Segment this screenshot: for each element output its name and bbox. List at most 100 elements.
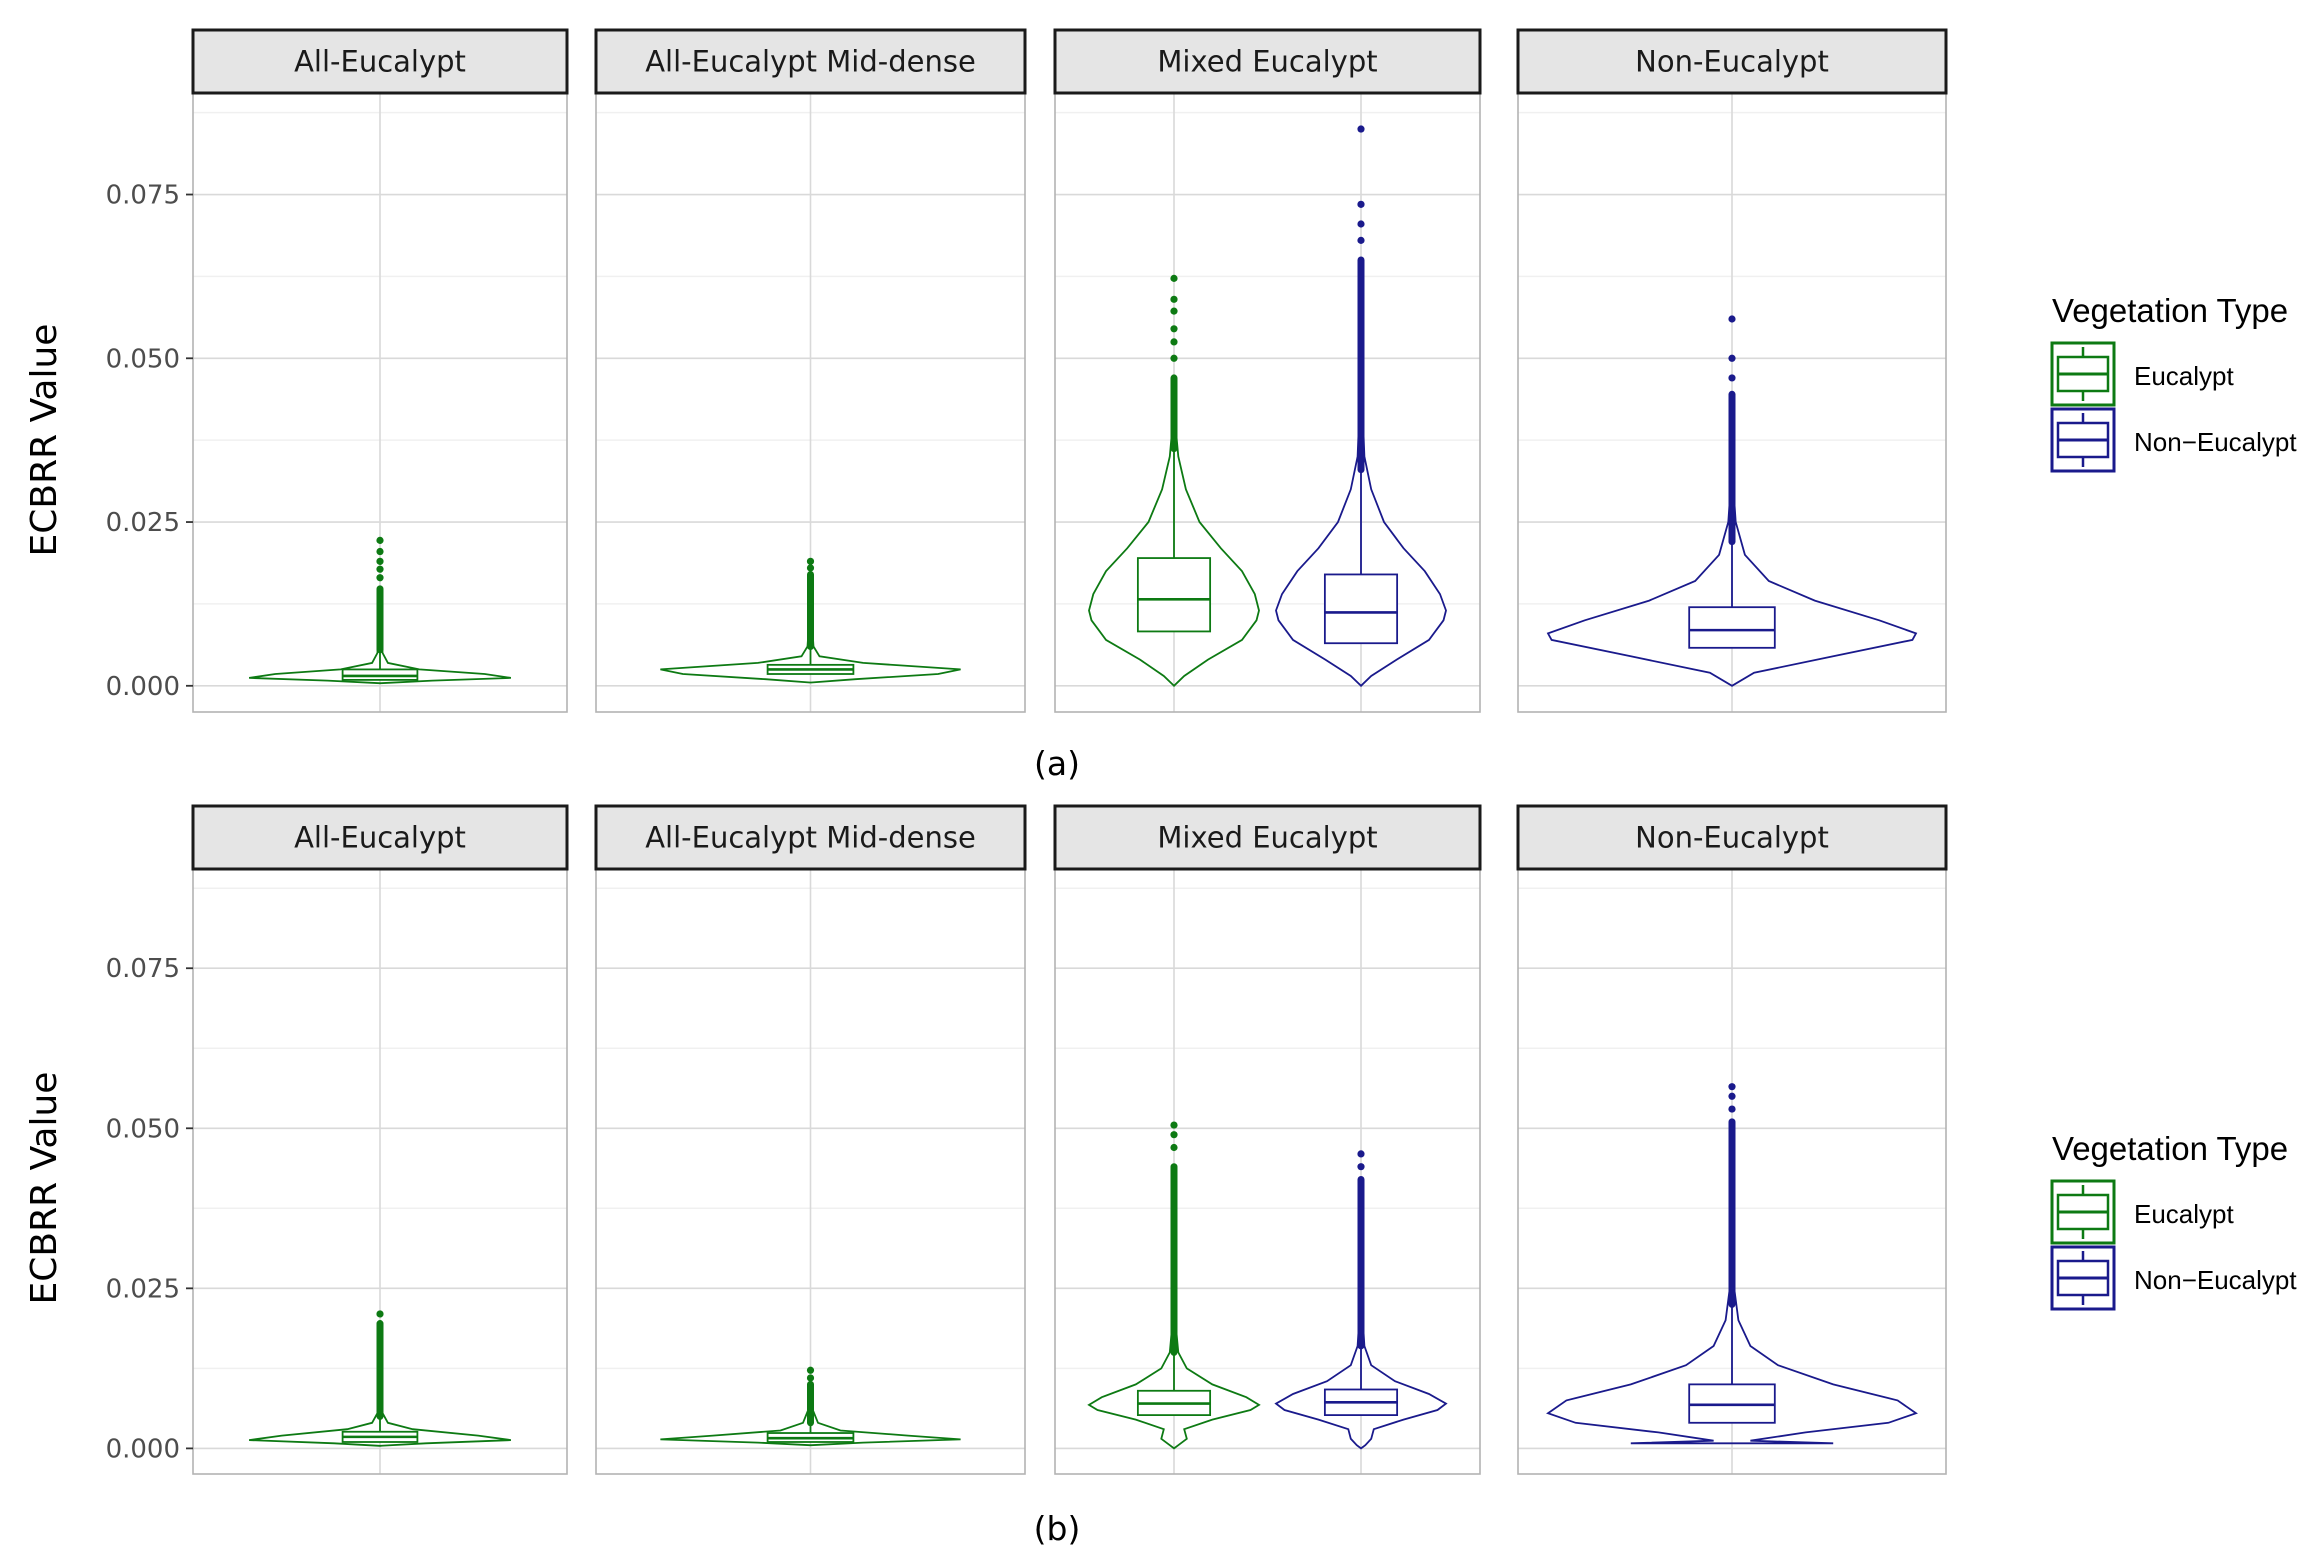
y-axis-b: 0.000 0.025 0.050 0.075 [106,954,193,1464]
figure-a: ECBRR Value (a) Vegetation Type Eucalypt… [24,28,2297,783]
legend-key-eucalypt-a [2050,341,2116,407]
outlier-point [1728,354,1736,362]
facet-strip-label: All-Eucalypt Mid-dense [645,45,976,79]
outlier-point [1357,1163,1365,1171]
outlier-point [376,557,384,565]
outlier-point [1170,274,1178,282]
outlier-point [1357,1150,1365,1158]
series-eucalypt [248,1310,512,1447]
facet-strip-label: All-Eucalypt [294,821,466,855]
panel-background [1055,93,1480,712]
facet-panel-a-1: All-Eucalypt [191,28,569,713]
box [1136,557,1212,633]
facet-strip-label: Mixed Eucalypt [1157,45,1377,79]
facet-panel-a-3: Mixed Eucalypt [1053,28,1482,713]
outlier-point [1357,125,1365,133]
facet-panel-b-1: All-Eucalypt [191,804,569,1475]
outlier-point [1170,1131,1178,1139]
facet-strip [1516,28,1948,95]
y-tick-label: 0.025 [106,1274,180,1304]
legend-key-non-eucalypt-a [2050,407,2116,473]
y-axis-label-b: ECBRR Value [24,1072,65,1305]
outlier-point [1728,1105,1736,1113]
facet-strip [1053,804,1482,871]
series-eucalypt [660,557,961,684]
legend-title-b: Vegetation Type [2052,1130,2288,1167]
facet-panel-a-4: Non-Eucalypt [1516,28,1948,713]
y-axis-a: 0.000 0.025 0.050 0.075 [106,181,193,702]
facet-strip-label: Non-Eucalypt [1635,45,1829,79]
outlier-point [376,574,384,582]
y-tick-label: 0.050 [106,1114,180,1144]
box [1688,606,1776,649]
y-tick-label: 0.025 [106,508,180,538]
outlier-point [806,1374,815,1382]
facet-panel-b-4: Non-Eucalypt [1516,804,1948,1475]
legend-label-eucalypt-a: Eucalypt [2134,361,2234,391]
outlier-point [806,564,815,572]
outlier-point [376,1310,384,1318]
box [341,668,419,681]
series-non-eucalypt [1274,1150,1448,1450]
outlier-point [1170,307,1178,315]
outlier-point [1357,200,1365,208]
y-tick-label: 0.000 [106,1434,180,1464]
outlier-point [1728,1092,1736,1100]
series-eucalypt [248,536,512,685]
facet-strip-label: All-Eucalypt Mid-dense [645,821,976,855]
figure-b: ECBRR Value (b) Vegetation Type Eucalypt… [24,804,2297,1548]
series-non-eucalypt [1546,1083,1918,1445]
legend-label-non-eucalypt-a: Non−Eucalypt [2134,427,2297,457]
y-axis-label-a: ECBRR Value [24,324,65,557]
outlier-point [1170,325,1178,333]
outlier-point [1728,315,1736,323]
outlier-point [1728,1083,1736,1091]
y-tick-label: 0.075 [106,954,180,984]
facet-strip [191,28,569,95]
series-non-eucalypt [1546,315,1918,687]
legend-key-eucalypt-b [2050,1179,2116,1245]
facet-strip-label: Non-Eucalypt [1635,821,1829,855]
facet-strip-label: Mixed Eucalypt [1157,821,1377,855]
outlier-point [376,536,384,544]
outlier-point [1170,354,1178,362]
legend-key-non-eucalypt-b [2050,1245,2116,1311]
outlier-point [806,1366,815,1374]
facet-strip [1516,804,1948,871]
legend-b: Vegetation Type Eucalypt Non−Eucalypt [2050,1130,2297,1311]
outlier-point [1357,236,1365,244]
outlier-point [1728,374,1736,382]
y-tick-label: 0.075 [106,181,180,211]
outlier-point [1170,338,1178,346]
legend-label-non-eucalypt-b: Non−Eucalypt [2134,1265,2297,1295]
y-tick-label: 0.000 [106,672,180,702]
facet-strip [594,28,1027,95]
legend-label-eucalypt-b: Eucalypt [2134,1199,2234,1229]
series-eucalypt [660,1366,961,1447]
facet-strip [1053,28,1482,95]
outlier-point [1170,295,1178,303]
caption-b: (b) [1034,1509,1081,1548]
outlier-point [1170,1121,1178,1129]
legend-a: Vegetation Type Eucalypt Non−Eucalypt [2050,292,2297,473]
y-tick-label: 0.050 [106,344,180,374]
outlier-point [1357,220,1365,228]
facet-panel-a-2: All-Eucalypt Mid-dense [594,28,1027,713]
caption-a: (a) [1034,744,1080,783]
facet-strip-label: All-Eucalypt [294,45,466,79]
box [1323,573,1399,645]
facet-panel-b-2: All-Eucalypt Mid-dense [594,804,1027,1475]
facet-strip [594,804,1027,871]
series-non-eucalypt [1275,125,1447,688]
outlier-point [376,565,384,573]
outlier-point [806,557,815,565]
legend-title-a: Vegetation Type [2052,292,2288,329]
facet-panel-b-3: Mixed Eucalypt [1053,804,1482,1475]
outlier-point [376,547,384,556]
facet-strip [191,804,569,871]
series-eucalypt [1088,274,1260,688]
outlier-point [1170,1143,1178,1152]
series-eucalypt [1087,1121,1261,1450]
panel-background [1055,869,1480,1474]
